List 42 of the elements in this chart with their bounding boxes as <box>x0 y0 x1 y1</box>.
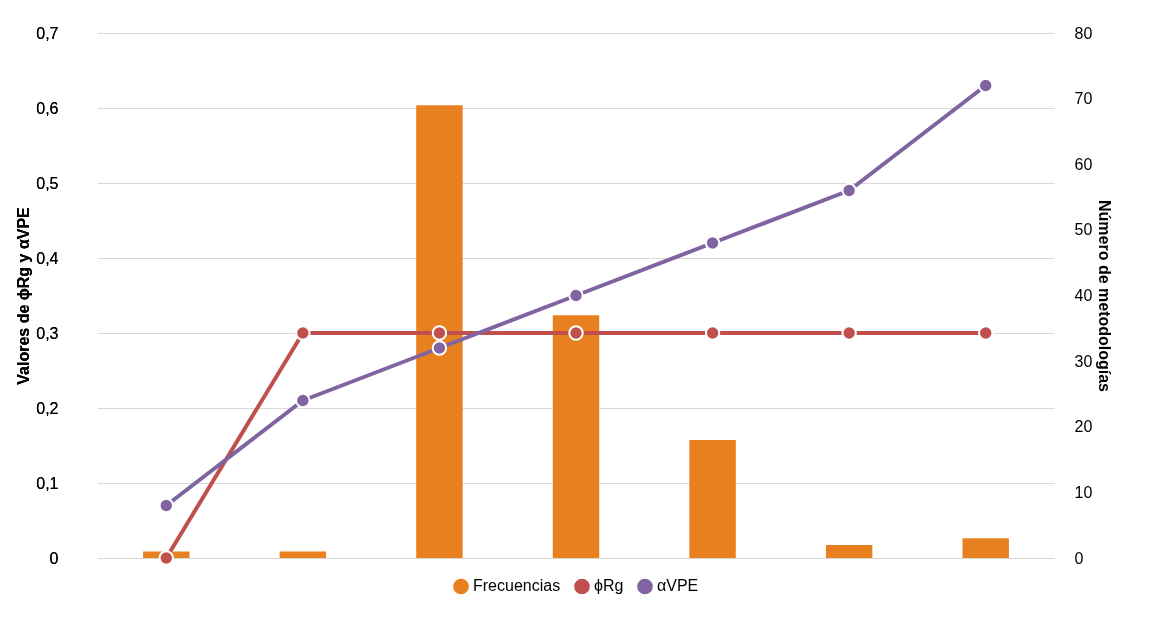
point <box>841 325 857 341</box>
y2-tick-label: 20 <box>1074 418 1093 436</box>
point <box>295 325 311 341</box>
point <box>841 182 857 199</box>
y2-tick-label: 80 <box>1074 24 1093 42</box>
point <box>704 325 721 341</box>
y-tick-label: 0,6 <box>36 99 59 117</box>
bar <box>279 551 327 558</box>
y2-tick-label: 50 <box>1074 221 1093 239</box>
point <box>978 325 994 341</box>
y-tick-label: 0,5 <box>36 174 59 192</box>
bar <box>416 105 463 558</box>
y2-axis-title: Número de metodologías <box>1096 199 1114 393</box>
y2-tick-label: 0 <box>1074 549 1084 567</box>
bar <box>825 544 873 558</box>
bar <box>552 315 600 558</box>
point <box>431 325 448 341</box>
point <box>158 550 174 566</box>
bar <box>689 439 736 558</box>
y-tick-label: 0 <box>49 549 59 567</box>
y-tick-label: 0,4 <box>36 249 59 267</box>
legend-label: Frecuencias <box>473 577 561 595</box>
point <box>568 287 584 304</box>
point <box>158 497 174 514</box>
y-tick-label: 0,1 <box>36 474 59 492</box>
point <box>431 340 448 356</box>
point <box>295 392 311 409</box>
point <box>704 235 721 251</box>
bar <box>962 538 1009 558</box>
y2-tick-label: 10 <box>1074 483 1093 501</box>
point <box>568 325 584 341</box>
y-axis-title: Valores de ϕRg y αVPE <box>15 206 33 385</box>
y-tick-label: 0,2 <box>36 399 59 417</box>
y2-tick-label: 30 <box>1074 352 1093 370</box>
legend-label: ϕRg <box>594 577 624 595</box>
y2-tick-label: 40 <box>1074 287 1093 304</box>
y-tick-label: 0,3 <box>36 324 59 342</box>
y-tick-label: 0,7 <box>36 24 59 42</box>
y2-tick-label: 60 <box>1074 155 1093 173</box>
point <box>978 77 994 94</box>
y2-tick-label: 70 <box>1074 90 1093 108</box>
legend-label: αVPE <box>657 577 699 595</box>
